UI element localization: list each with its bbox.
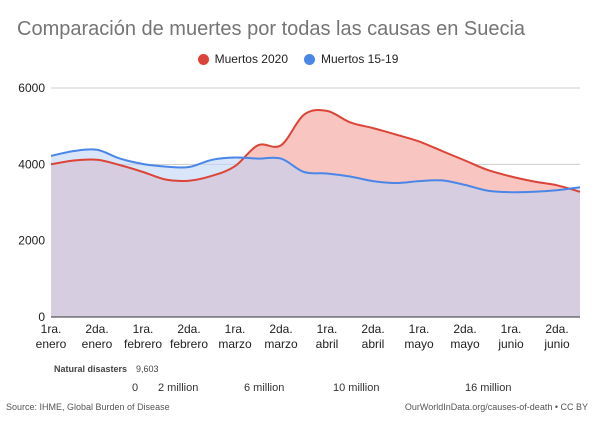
x-tick-label: febrero xyxy=(124,337,162,351)
line-15-19 xyxy=(50,148,581,194)
y-tick-label: 2000 xyxy=(18,234,45,248)
x-tick-label: 2da. xyxy=(545,322,568,336)
x-tick-label: 2da. xyxy=(85,322,108,336)
legend: Muertos 2020 Muertos 15-19 xyxy=(0,52,596,66)
x-tick-label: enero xyxy=(36,337,67,351)
x-tick-label: mayo xyxy=(450,337,480,351)
area-15-19 xyxy=(51,149,580,317)
overlay-axis-tick: 10 million xyxy=(333,382,380,394)
line-2020 xyxy=(50,109,581,193)
x-tick-label: 2da. xyxy=(453,322,476,336)
x-tick-label: marzo xyxy=(218,337,252,351)
y-tick-label: 4000 xyxy=(18,157,45,171)
y-tick-label: 6000 xyxy=(18,81,45,95)
x-tick-label: enero xyxy=(82,337,113,351)
footer-source: Source: IHME, Global Burden of Disease xyxy=(6,402,170,412)
overlay-row-value: 9,603 xyxy=(136,364,159,374)
legend-label-15-19: Muertos 15-19 xyxy=(321,52,399,66)
x-tick-label: 1ra. xyxy=(41,322,62,336)
legend-label-2020: Muertos 2020 xyxy=(214,52,288,66)
x-tick-label: mayo xyxy=(404,337,434,351)
x-tick-label: abril xyxy=(316,337,339,351)
x-tick-label: marzo xyxy=(264,337,298,351)
x-tick-label: febrero xyxy=(170,337,208,351)
overlay-axis-tick: 16 million xyxy=(465,382,512,394)
overlay-axis-tick: 6 million xyxy=(244,382,285,394)
x-tick-label: 1ra. xyxy=(501,322,522,336)
x-tick-label: 1ra. xyxy=(225,322,246,336)
x-tick-label: 2da. xyxy=(269,322,292,336)
x-tick-label: abril xyxy=(362,337,385,351)
footer-credit: OurWorldInData.org/causes-of-death • CC … xyxy=(404,402,588,412)
overlay-row-label: Natural disasters xyxy=(54,364,128,374)
legend-swatch-2020 xyxy=(197,53,209,65)
overlay-axis-tick: 0 xyxy=(132,382,139,394)
y-tick-label: 0 xyxy=(38,310,45,324)
legend-swatch-15-19 xyxy=(304,53,315,65)
legend-item-2020[interactable]: Muertos 2020 xyxy=(197,52,288,66)
x-tick-label: 2da. xyxy=(361,322,384,336)
overlay-axis-tick: 2 million xyxy=(158,382,199,394)
x-tick-label: junio xyxy=(543,337,570,351)
legend-item-15-19[interactable]: Muertos 15-19 xyxy=(304,52,398,66)
x-tick-label: junio xyxy=(497,337,524,351)
x-tick-label: 2da. xyxy=(177,322,200,336)
x-tick-label: 1ra. xyxy=(133,322,154,336)
x-tick-label: 1ra. xyxy=(409,322,430,336)
x-tick-label: 1ra. xyxy=(317,322,338,336)
chart-title: Comparación de muertes por todas las cau… xyxy=(17,18,526,40)
